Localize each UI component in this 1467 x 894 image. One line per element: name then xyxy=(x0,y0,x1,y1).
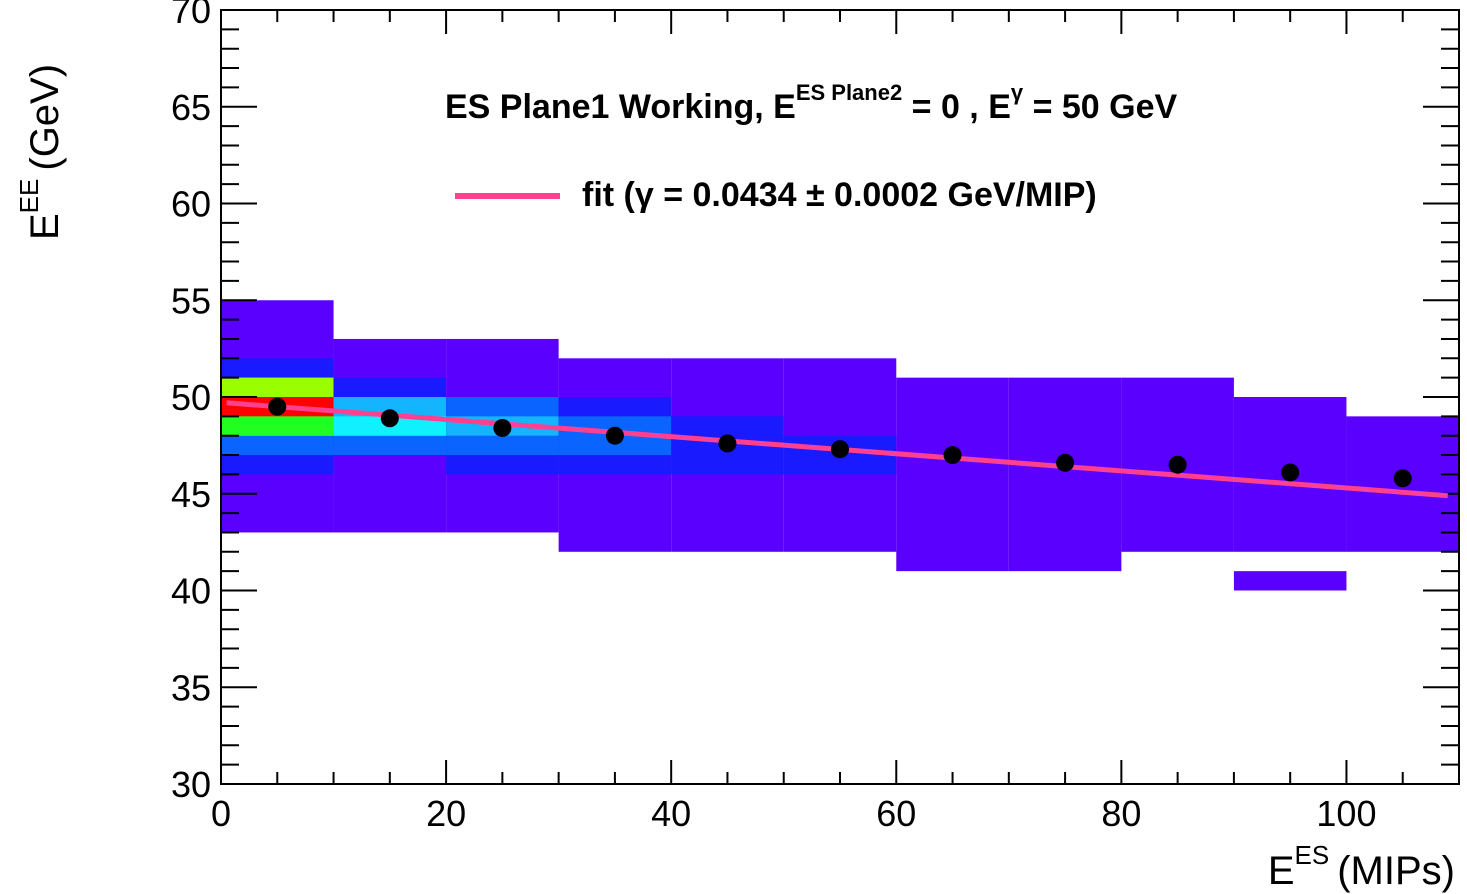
profile-point xyxy=(1168,455,1187,474)
plot-frame xyxy=(220,9,1460,785)
profile-point xyxy=(718,434,737,453)
x-tick-labels: 0 20 40 60 80 100 xyxy=(211,793,1376,834)
x-tick-label: 40 xyxy=(651,793,691,834)
profile-point xyxy=(605,426,624,445)
x-tick-label: 0 xyxy=(211,793,231,834)
y-tick-label: 60 xyxy=(171,184,211,225)
profile-point xyxy=(1393,469,1412,488)
y-axis-title: EEE(GeV) xyxy=(14,64,67,240)
y-tick-label: 45 xyxy=(171,474,211,515)
profile-point xyxy=(1281,463,1300,482)
energy-annotation: ES Plane1 Working, EES Plane2 = 0 , Eγ =… xyxy=(445,80,1178,126)
y-tick-label: 40 xyxy=(171,571,211,612)
profile-point xyxy=(1056,453,1075,472)
y-tick-label: 30 xyxy=(171,764,211,805)
y-tick-label: 65 xyxy=(171,87,211,128)
x-tick-label: 20 xyxy=(426,793,466,834)
profile-point xyxy=(493,418,512,437)
y-tick-labels: 30 35 40 45 50 55 60 65 70 xyxy=(171,0,211,805)
y-tick-label: 70 xyxy=(171,0,211,31)
profile-point xyxy=(943,446,962,465)
y-tick-label: 50 xyxy=(171,377,211,418)
profile-point xyxy=(380,409,399,428)
x-axis-title: EES (MIPs) xyxy=(1268,840,1455,893)
x-tick-label: 80 xyxy=(1101,793,1141,834)
heatmap-cell xyxy=(1008,377,1122,572)
profile-point xyxy=(268,397,287,416)
x-tick-label: 60 xyxy=(876,793,916,834)
profile-points xyxy=(268,397,1412,488)
y-tick-label: 55 xyxy=(171,280,211,321)
profile-point xyxy=(831,440,849,459)
legend-fit-label: fit (γ = 0.0434 ± 0.0002 GeV/MIP) xyxy=(582,176,1097,214)
heatmap-cell xyxy=(1233,571,1347,591)
heatmap-cell xyxy=(896,377,1009,572)
heatmap-cell xyxy=(221,416,334,436)
axis-ticks xyxy=(220,9,1460,785)
y-tick-label: 35 xyxy=(171,667,211,708)
x-tick-label: 100 xyxy=(1316,793,1376,834)
